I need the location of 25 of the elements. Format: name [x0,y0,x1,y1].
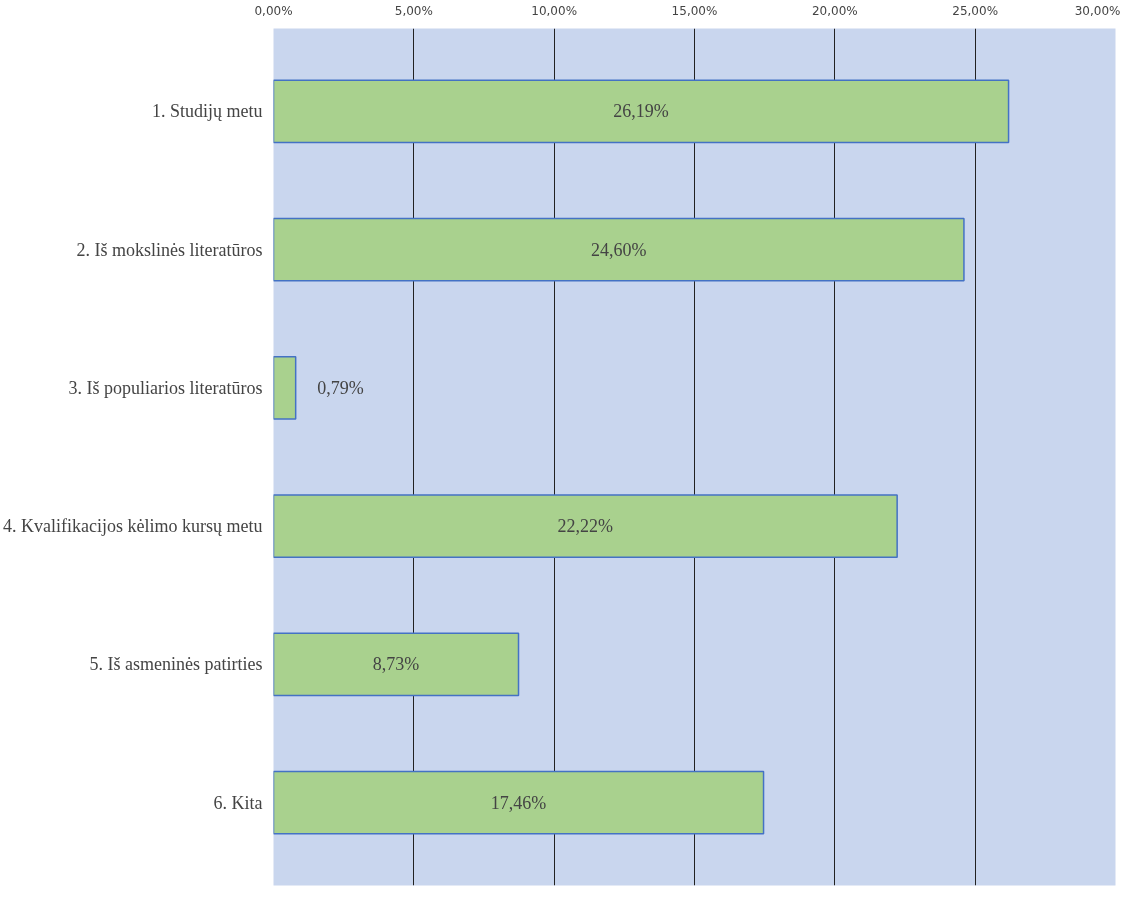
bar [273,217,965,282]
bar [273,356,297,420]
data-label: 8,73% [372,654,420,675]
x-tick-label: 10,00% [531,3,578,18]
y-tick-label: 4. Kvalifikacijos kėlimo kursų metu [3,516,263,537]
x-tick-label: 20,00% [811,3,858,18]
y-tick-label: 1. Studijų metu [152,101,263,122]
x-tick-label: 30,00% [1074,3,1121,18]
x-tick-label: 25,00% [952,3,999,18]
x-tick-label: 0,00% [254,3,293,18]
bar [273,770,765,835]
y-tick-label: 6. Kita [213,792,263,813]
bar [273,632,520,697]
data-label: 22,22% [557,516,614,537]
bar [273,79,1010,144]
data-label: 24,60% [590,239,647,260]
x-tick-label: 15,00% [671,3,718,18]
bar [273,494,898,558]
y-tick-label: 3. Iš populiarios literatūros [68,377,263,398]
y-tick-label: 5. Iš asmeninės patirties [89,654,263,675]
data-label: 17,46% [490,792,547,813]
data-label: 26,19% [613,101,669,122]
y-tick-label: 2. Iš mokslinės literatūros [76,239,263,260]
x-tick-label: 5,00% [394,3,433,18]
data-label: 0,79% [317,377,364,398]
